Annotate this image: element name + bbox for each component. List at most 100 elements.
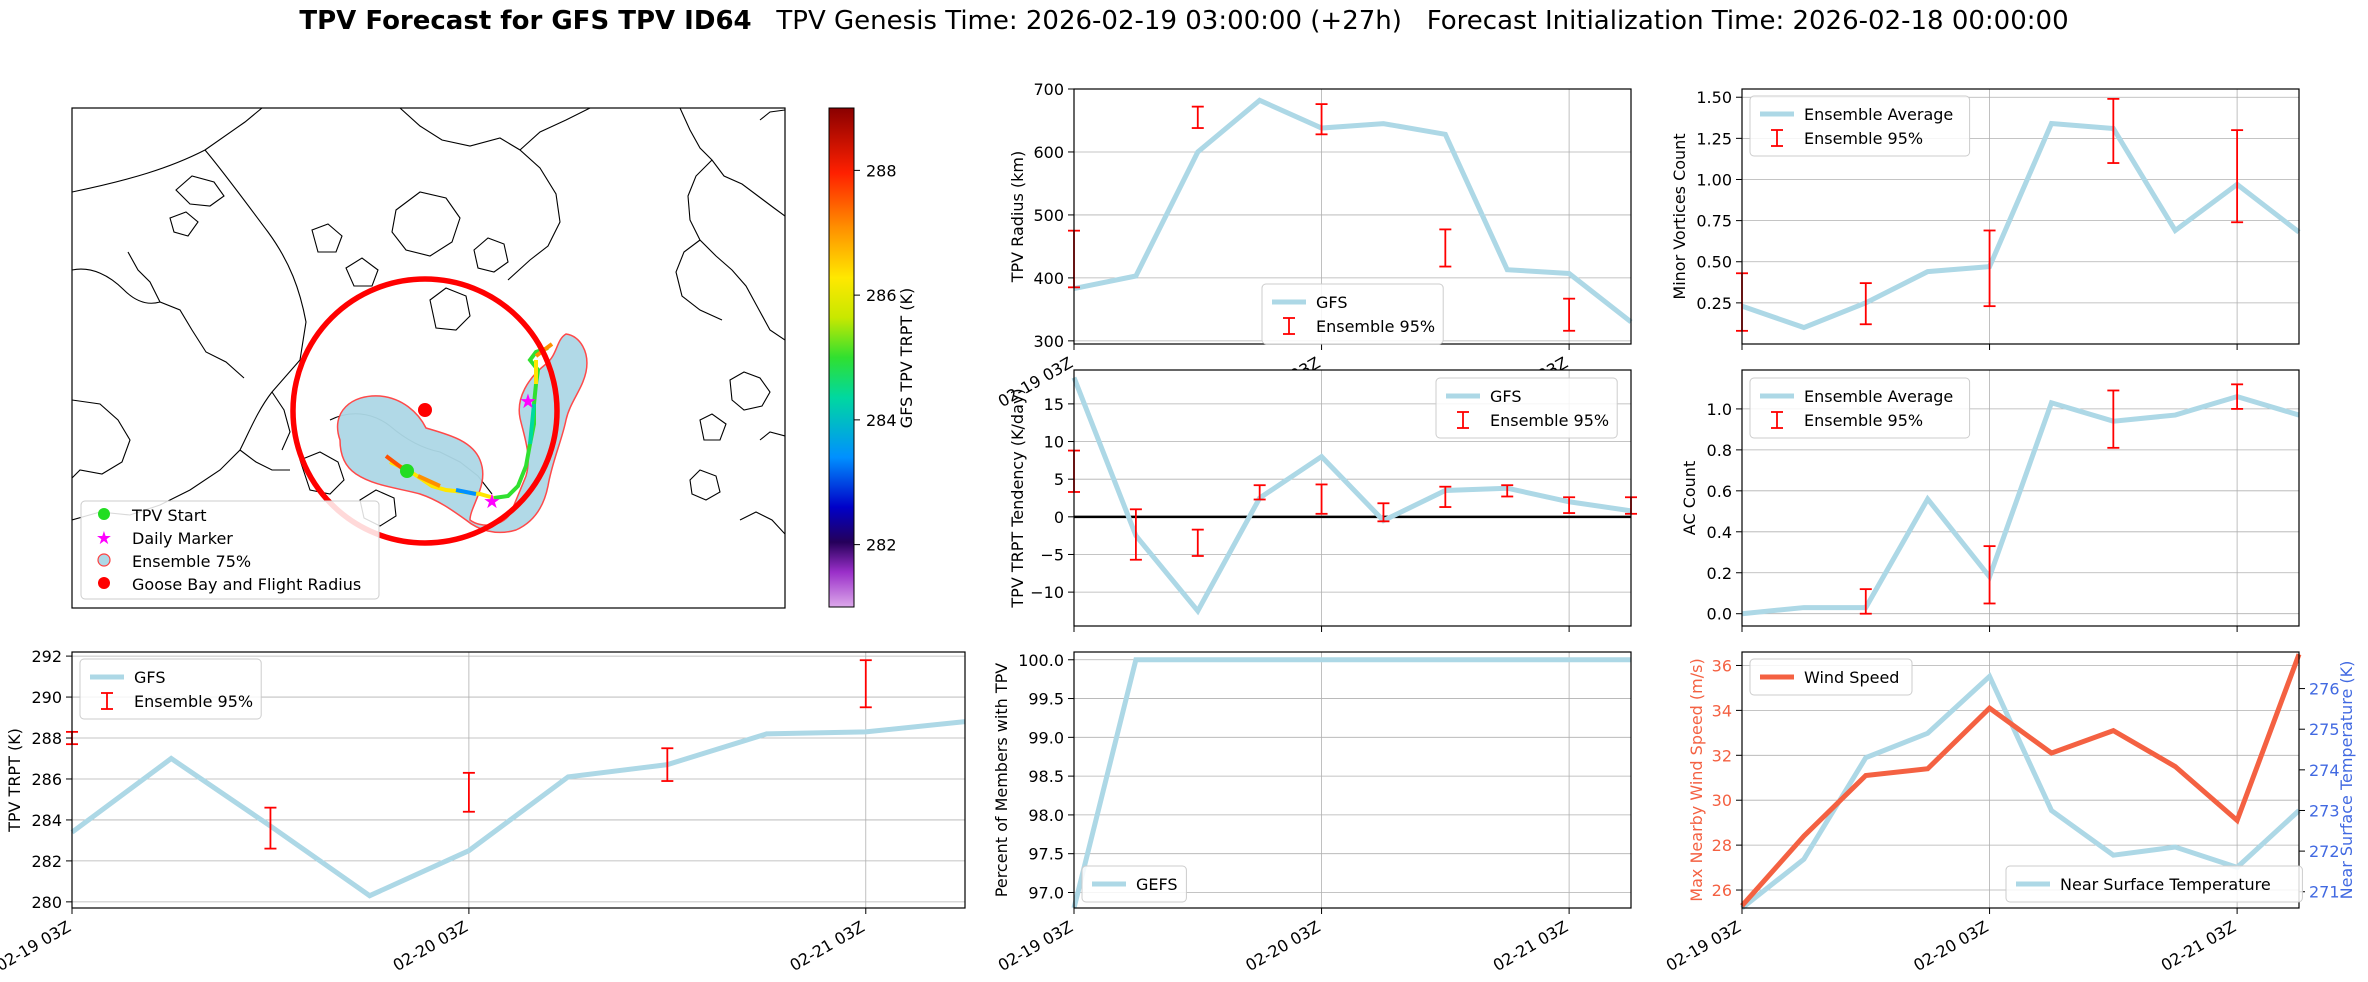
ensemble-75-patch [336,333,588,534]
error-bar [2231,129,2244,224]
error-bar [2107,97,2120,164]
legend-box [1749,658,1913,696]
ytick-label: 10 [1044,433,1064,452]
ylabel: Percent of Members with TPV [992,663,1011,897]
colorbar-tick-label: 284 [866,411,897,430]
legend: GFS Ensemble 95% [1261,283,1444,345]
error-bar [1315,483,1328,515]
xtick-label: 02-20 03Z [390,917,471,975]
map-legend-item-1: Daily Marker [132,529,233,548]
ytick-label: 600 [1033,143,1064,162]
xtick-label: 02-21 03Z [786,917,867,975]
ytick-label: 300 [1033,332,1064,351]
map-legend-item-2: Ensemble 75% [132,552,251,571]
chart-trpt: 280 282 284 286 288 290 292 02-19 03Z 02-20 03Z 0… [0,647,966,975]
legend-label: GFS [134,668,165,687]
colorbar-label: GFS TPV TRPT (K) [897,288,916,428]
legend-label: Ensemble Average [1804,105,1953,124]
error-bar [264,806,277,850]
ytick-label: 290 [31,688,62,707]
goose-bay-flight-radius [290,276,560,546]
error-bar [462,771,475,813]
error-bar [661,747,674,782]
ytick-right-label: 271 [2309,883,2340,902]
series-line [1741,394,2300,617]
chart-tendency: −10 −5 0 5 10 15 TPV TRPT Tendency (K/day) GFS E… [1008,369,1637,632]
ylabel: Minor Vortices Count [1670,133,1689,299]
ylabel: Max Nearby Wind Speed (m/s) [1687,658,1706,901]
legend-label: Ensemble 95% [134,692,253,711]
ytick-label: 500 [1033,206,1064,225]
ytick-label: 98.0 [1028,806,1064,825]
axes-frame [1741,651,2300,909]
ytick-label: 0.2 [1707,564,1732,583]
ytick-label: 30 [1712,791,1732,810]
legend: GFS Ensemble 95% [1435,377,1618,439]
ytick-label: 400 [1033,269,1064,288]
colorbar-gradient [828,107,855,608]
ytick-label: 99.0 [1028,728,1064,747]
ytick-label: 700 [1033,80,1064,99]
ytick-label: 0.4 [1707,523,1732,542]
legend: GFS Ensemble 95% [79,658,262,720]
error-bar [1191,105,1204,129]
legend-label: GFS [1490,387,1521,406]
ytick-label: 1.0 [1707,400,1732,419]
ytick-label: 0.8 [1707,441,1732,460]
ytick-label: 100.0 [1018,651,1064,670]
ytick-right-label: 275 [2309,720,2340,739]
legend-label: Ensemble 95% [1490,411,1609,430]
xtick-label: 02-20 03Z [1910,917,1991,975]
wind-series-line [1740,653,2302,908]
xtick-label: 02-21 03Z [1490,917,1571,975]
red-dot-icon [98,577,110,589]
figure-title-init: Forecast Initialization Time: 2026-02-18… [1426,6,2069,36]
ytick-label: 36 [1712,656,1732,675]
chart-percent: 97.0 97.5 98.0 98.5 99.0 99.5 100.0 02-19 03Z 02… [992,651,1632,975]
ytick-label: 292 [31,647,62,666]
error-bar [1315,103,1328,136]
error-bar [2107,389,2120,449]
magenta-star-icon: ★ [96,528,112,549]
error-bar [1501,484,1514,498]
ytick-label: 284 [31,811,62,830]
chart-minor: 0.25 0.50 0.75 1.00 1.25 1.50 Minor Vortices C… [1670,88,2301,350]
error-bar [1983,229,1996,308]
ytick-right-label: 272 [2309,842,2340,861]
error-bar [859,659,872,709]
series-line [1071,657,1631,909]
xtick-label: 02-19 03Z [0,917,74,975]
ytick-label: −5 [1040,545,1064,564]
colorbar-tick-label: 288 [866,161,897,180]
ytick-label: 34 [1712,701,1732,720]
map-panel: ★ ★ ★ TPV Start Daily Marker Ensemble 75… [71,107,916,609]
ytick-label: 5 [1054,470,1064,489]
goose-bay-marker [418,403,432,417]
legend: Ensemble Average Ensemble 95% [1749,95,1971,157]
legend: Wind Speed [1749,658,1913,696]
axes-frame [1741,369,2300,627]
daily-marker-1: ★ [483,489,501,513]
ylabel: TPV TRPT Tendency (K/day) [1008,388,1027,608]
ytick-label: 15 [1044,395,1064,414]
green-dot-icon [98,508,110,520]
ytick-right-label: 276 [2309,680,2340,699]
legend-box [1435,377,1618,439]
axes-frame [1741,88,2300,345]
error-bar [1859,282,1872,326]
tpv-track-line-4 [528,403,536,445]
ytick-label: 28 [1712,836,1732,855]
legend-errorbar-icon [1457,411,1469,429]
tpv-start-marker [400,464,414,478]
ytick-label: 98.5 [1028,767,1064,786]
legend-label: Ensemble Average [1804,387,1953,406]
tpv-track-line-7 [417,474,441,488]
map-track-group: ★ ★ [290,276,588,546]
error-bar [1983,545,1996,605]
legend-errorbar-icon [101,692,113,710]
axes-frame [71,651,966,909]
ytick-label: 0 [1054,508,1064,527]
